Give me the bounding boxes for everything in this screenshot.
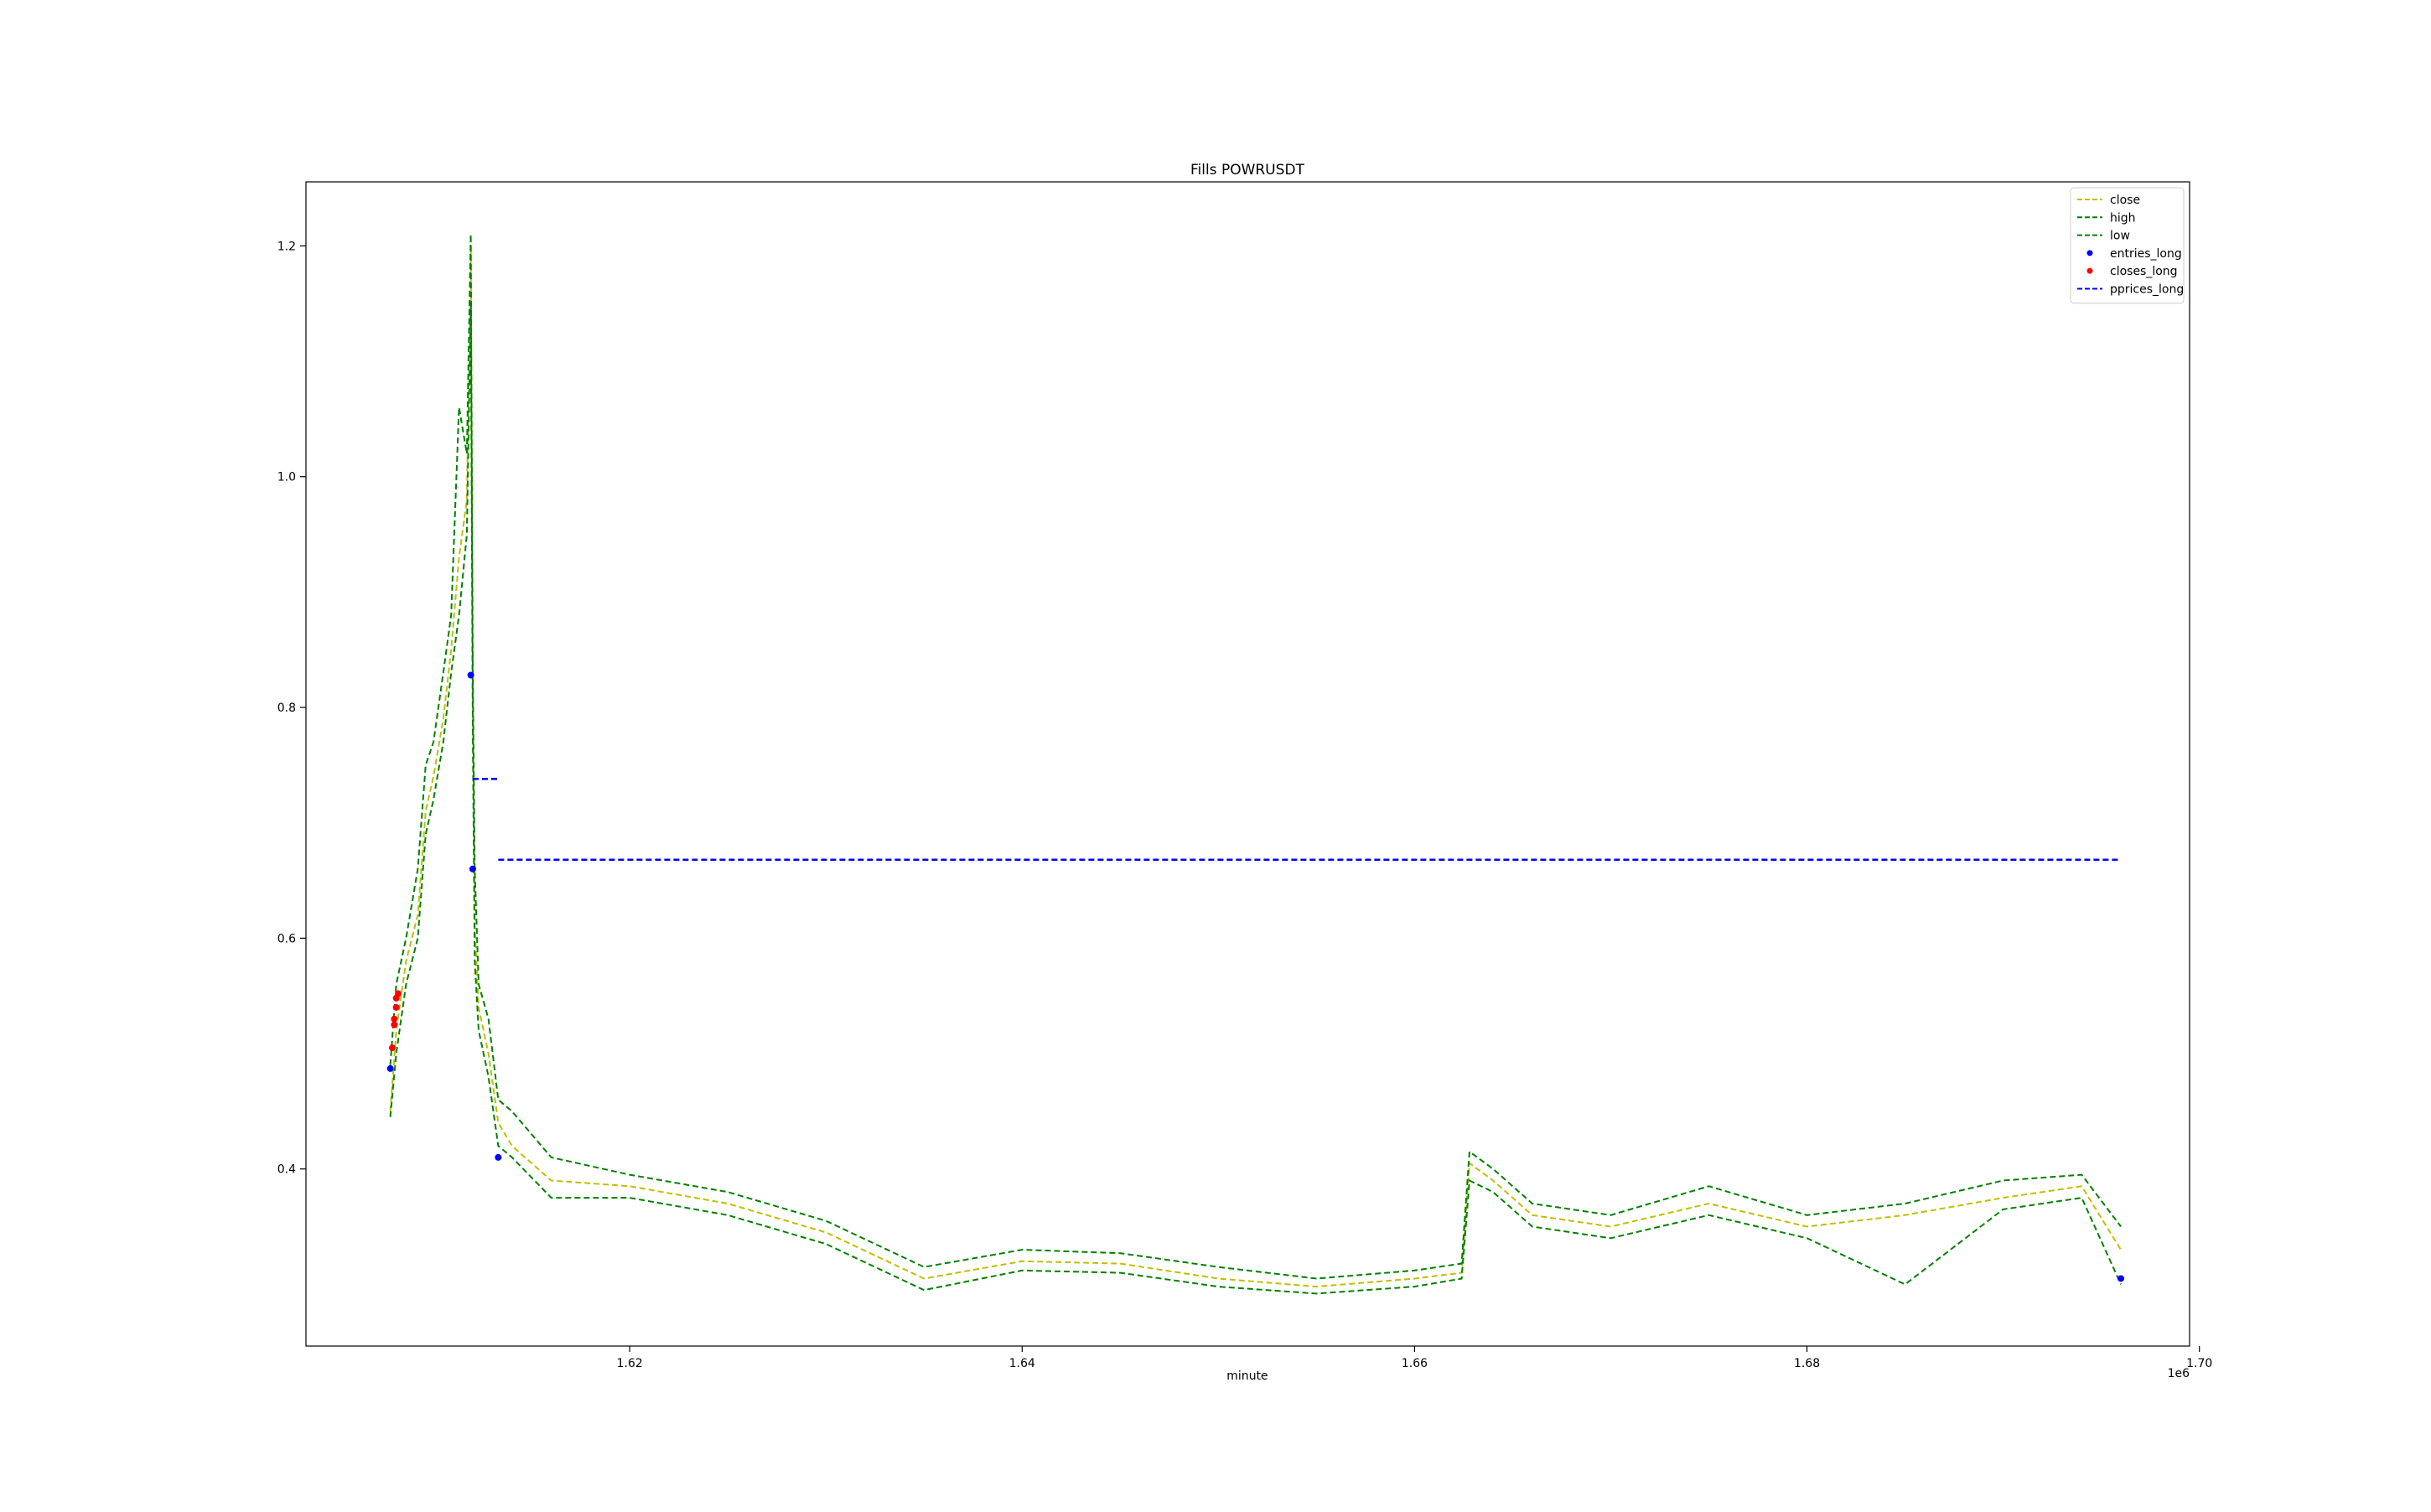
- legend-label: close: [2110, 194, 2140, 207]
- y-tick-label: 1.0: [277, 471, 296, 484]
- closes-long-marker: [395, 990, 402, 997]
- legend-frame: [2070, 187, 2185, 304]
- axes: 1.62 1.64 1.66 1.68 1.70 0.4 0.6 0.8 1.0 1.2: [277, 181, 2212, 1370]
- entries-long-marker: [386, 1064, 394, 1072]
- legend-label: pprices_long: [2110, 283, 2184, 297]
- closes-long-marker: [388, 1044, 396, 1052]
- entries-long-marker: [467, 671, 474, 679]
- x-tick-label: 1.68: [1794, 1357, 1820, 1370]
- closes-long-marker: [391, 1021, 398, 1028]
- x-tick-label: 1.66: [1402, 1357, 1428, 1370]
- pprices-long-line: [473, 778, 2122, 862]
- low-line: [389, 303, 2123, 1295]
- legend-marker: [2086, 267, 2093, 274]
- closes-long-marker: [392, 1003, 400, 1011]
- legend-label: high: [2110, 211, 2136, 225]
- y-tick-label: 1.2: [277, 240, 296, 253]
- high-line: [389, 234, 2122, 1280]
- legend: close high low entries_long closes_longppric…: [2070, 187, 2185, 304]
- legend-label: closes_long: [2110, 265, 2178, 278]
- y-tick-label: 0.6: [277, 932, 296, 945]
- chart-title: Fills POWRUSDT: [1190, 162, 1305, 179]
- closes-long-marker: [391, 1015, 398, 1023]
- y-tick-label: 0.8: [277, 702, 296, 715]
- x-axis-label: minute: [1226, 1370, 1267, 1383]
- x-axis-offset-label: 1e6: [2168, 1367, 2190, 1380]
- x-tick-label: 1.62: [617, 1357, 643, 1370]
- legend-label: low: [2110, 230, 2130, 243]
- plot-area: [386, 234, 2125, 1295]
- x-tick-label: 1.64: [1009, 1357, 1035, 1370]
- x-tick-label: 1.70: [2186, 1357, 2212, 1370]
- entries-long-marker: [495, 1153, 502, 1161]
- y-tick-label: 0.4: [277, 1163, 296, 1177]
- entries-long-marker: [469, 865, 476, 873]
- legend-marker: [2086, 250, 2093, 256]
- close-line: [389, 246, 2122, 1288]
- axes-frame: [305, 181, 2190, 1347]
- entries-long-marker: [2117, 1275, 2125, 1282]
- legend-label: entries_long: [2110, 247, 2182, 261]
